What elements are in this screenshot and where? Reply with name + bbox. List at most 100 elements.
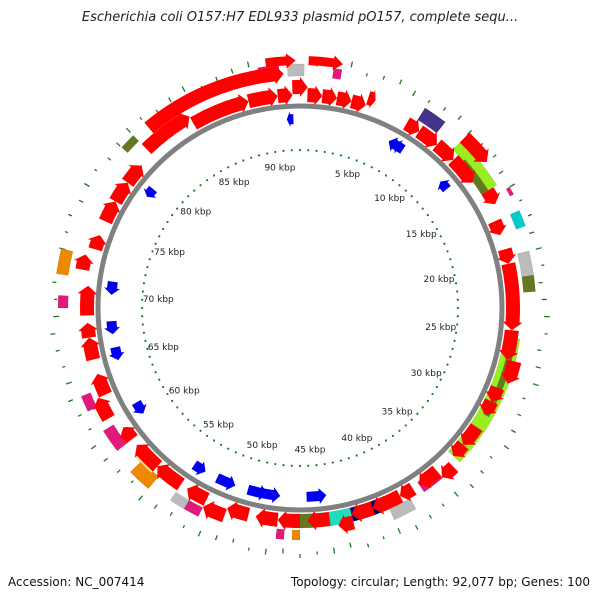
gc-tick [84,182,90,188]
gc-tick [517,413,522,417]
gc-tick [537,349,542,352]
scale-dot [141,315,144,318]
scale-dot [282,464,285,467]
scale-dot [355,454,358,457]
backbone-circle [95,103,505,513]
gene-arrow [419,465,442,488]
gene-arrow [190,93,249,130]
scale-dot [426,214,429,217]
scale-dot [212,174,216,177]
gc-tick [382,75,386,80]
gene-arrow [141,112,190,155]
scale-dot [290,464,293,467]
scale-dot [146,266,149,269]
gene-arrow [432,139,455,162]
scale-dot [431,220,434,224]
scale-dot [323,150,326,154]
reverse-gene-arrow [191,460,206,476]
feature-block [517,250,534,278]
gene-arrow [481,187,501,205]
gc-tick [333,547,336,554]
gc-tick [428,514,432,519]
gene-arrow [264,53,296,69]
scale-dot [250,156,253,159]
scale-label: 5 kbp [335,170,361,180]
scale-dot [421,406,424,409]
scale-dot [199,429,202,432]
gc-tick [55,349,60,352]
scale-dot [443,371,446,374]
scale-dot [146,347,149,350]
gc-tick [382,536,385,540]
gc-tick [350,61,354,68]
scale-dot [453,274,456,277]
gene-arrow [441,461,459,480]
feature-block [169,491,190,510]
scale-dot [435,385,438,389]
scale-label: 75 kbp [154,248,185,258]
gene-arrow [321,87,337,107]
gc-tick [182,524,186,529]
scale-dot [142,331,146,334]
gc-tick [107,157,112,161]
gc-tick [532,383,539,387]
gc-tick [535,247,542,250]
gene-arrow [498,329,519,360]
gene-arrow [277,510,300,531]
gene-arrow [90,373,112,398]
scale-dot [384,439,388,442]
scale-dot [347,457,350,460]
scale-dot [421,207,424,210]
scale-dot [456,323,459,326]
gene-arrow [187,484,210,506]
gene-arrow [501,262,523,331]
gc-tick [88,427,92,431]
gene-arrow [308,55,343,71]
gc-tick [138,495,144,501]
scale-dot [323,462,326,466]
scale-dot [391,179,394,182]
feature-block [505,186,515,197]
scale-dot [274,150,277,154]
gc-tick [489,455,493,459]
gc-tick [181,86,186,92]
gc-tick [116,469,121,474]
gc-tick [125,127,131,133]
scale-dot [416,201,419,204]
gene-arrow [448,155,476,183]
gc-tick [442,106,447,111]
scale-dot [282,149,285,152]
scale-dot [339,459,342,462]
scale-dot [258,154,261,157]
gc-tick [414,524,419,530]
scale-dot [154,242,157,245]
scale-dot [141,290,144,293]
gene-arrow [134,444,163,472]
scale-dot [339,154,342,157]
gc-tick [64,231,69,234]
scale-dot [234,162,237,165]
reverse-gene-arrow [104,320,120,335]
scale-dot [439,235,442,238]
reverse-gene-arrow [143,185,158,198]
gene-arrow [255,508,279,528]
feature-block [521,274,536,293]
feature-block [56,248,74,276]
gene-arrow [119,427,138,444]
scale-dot [404,189,407,192]
scale-label: 50 kbp [247,441,278,451]
scale-dot [454,331,458,334]
scale-dot [181,412,184,415]
scale-dot [398,429,401,432]
gc-tick [94,168,98,172]
scale-dot [258,459,261,462]
gene-arrow [372,489,404,515]
scale-dot [451,266,454,269]
reverse-gene-arrow [214,473,236,491]
feature-block [57,295,69,309]
feature-track [56,63,536,541]
scale-dot [454,282,458,285]
gc-tick [469,483,475,489]
gene-arrow [338,514,356,534]
gc-tick [503,445,510,450]
